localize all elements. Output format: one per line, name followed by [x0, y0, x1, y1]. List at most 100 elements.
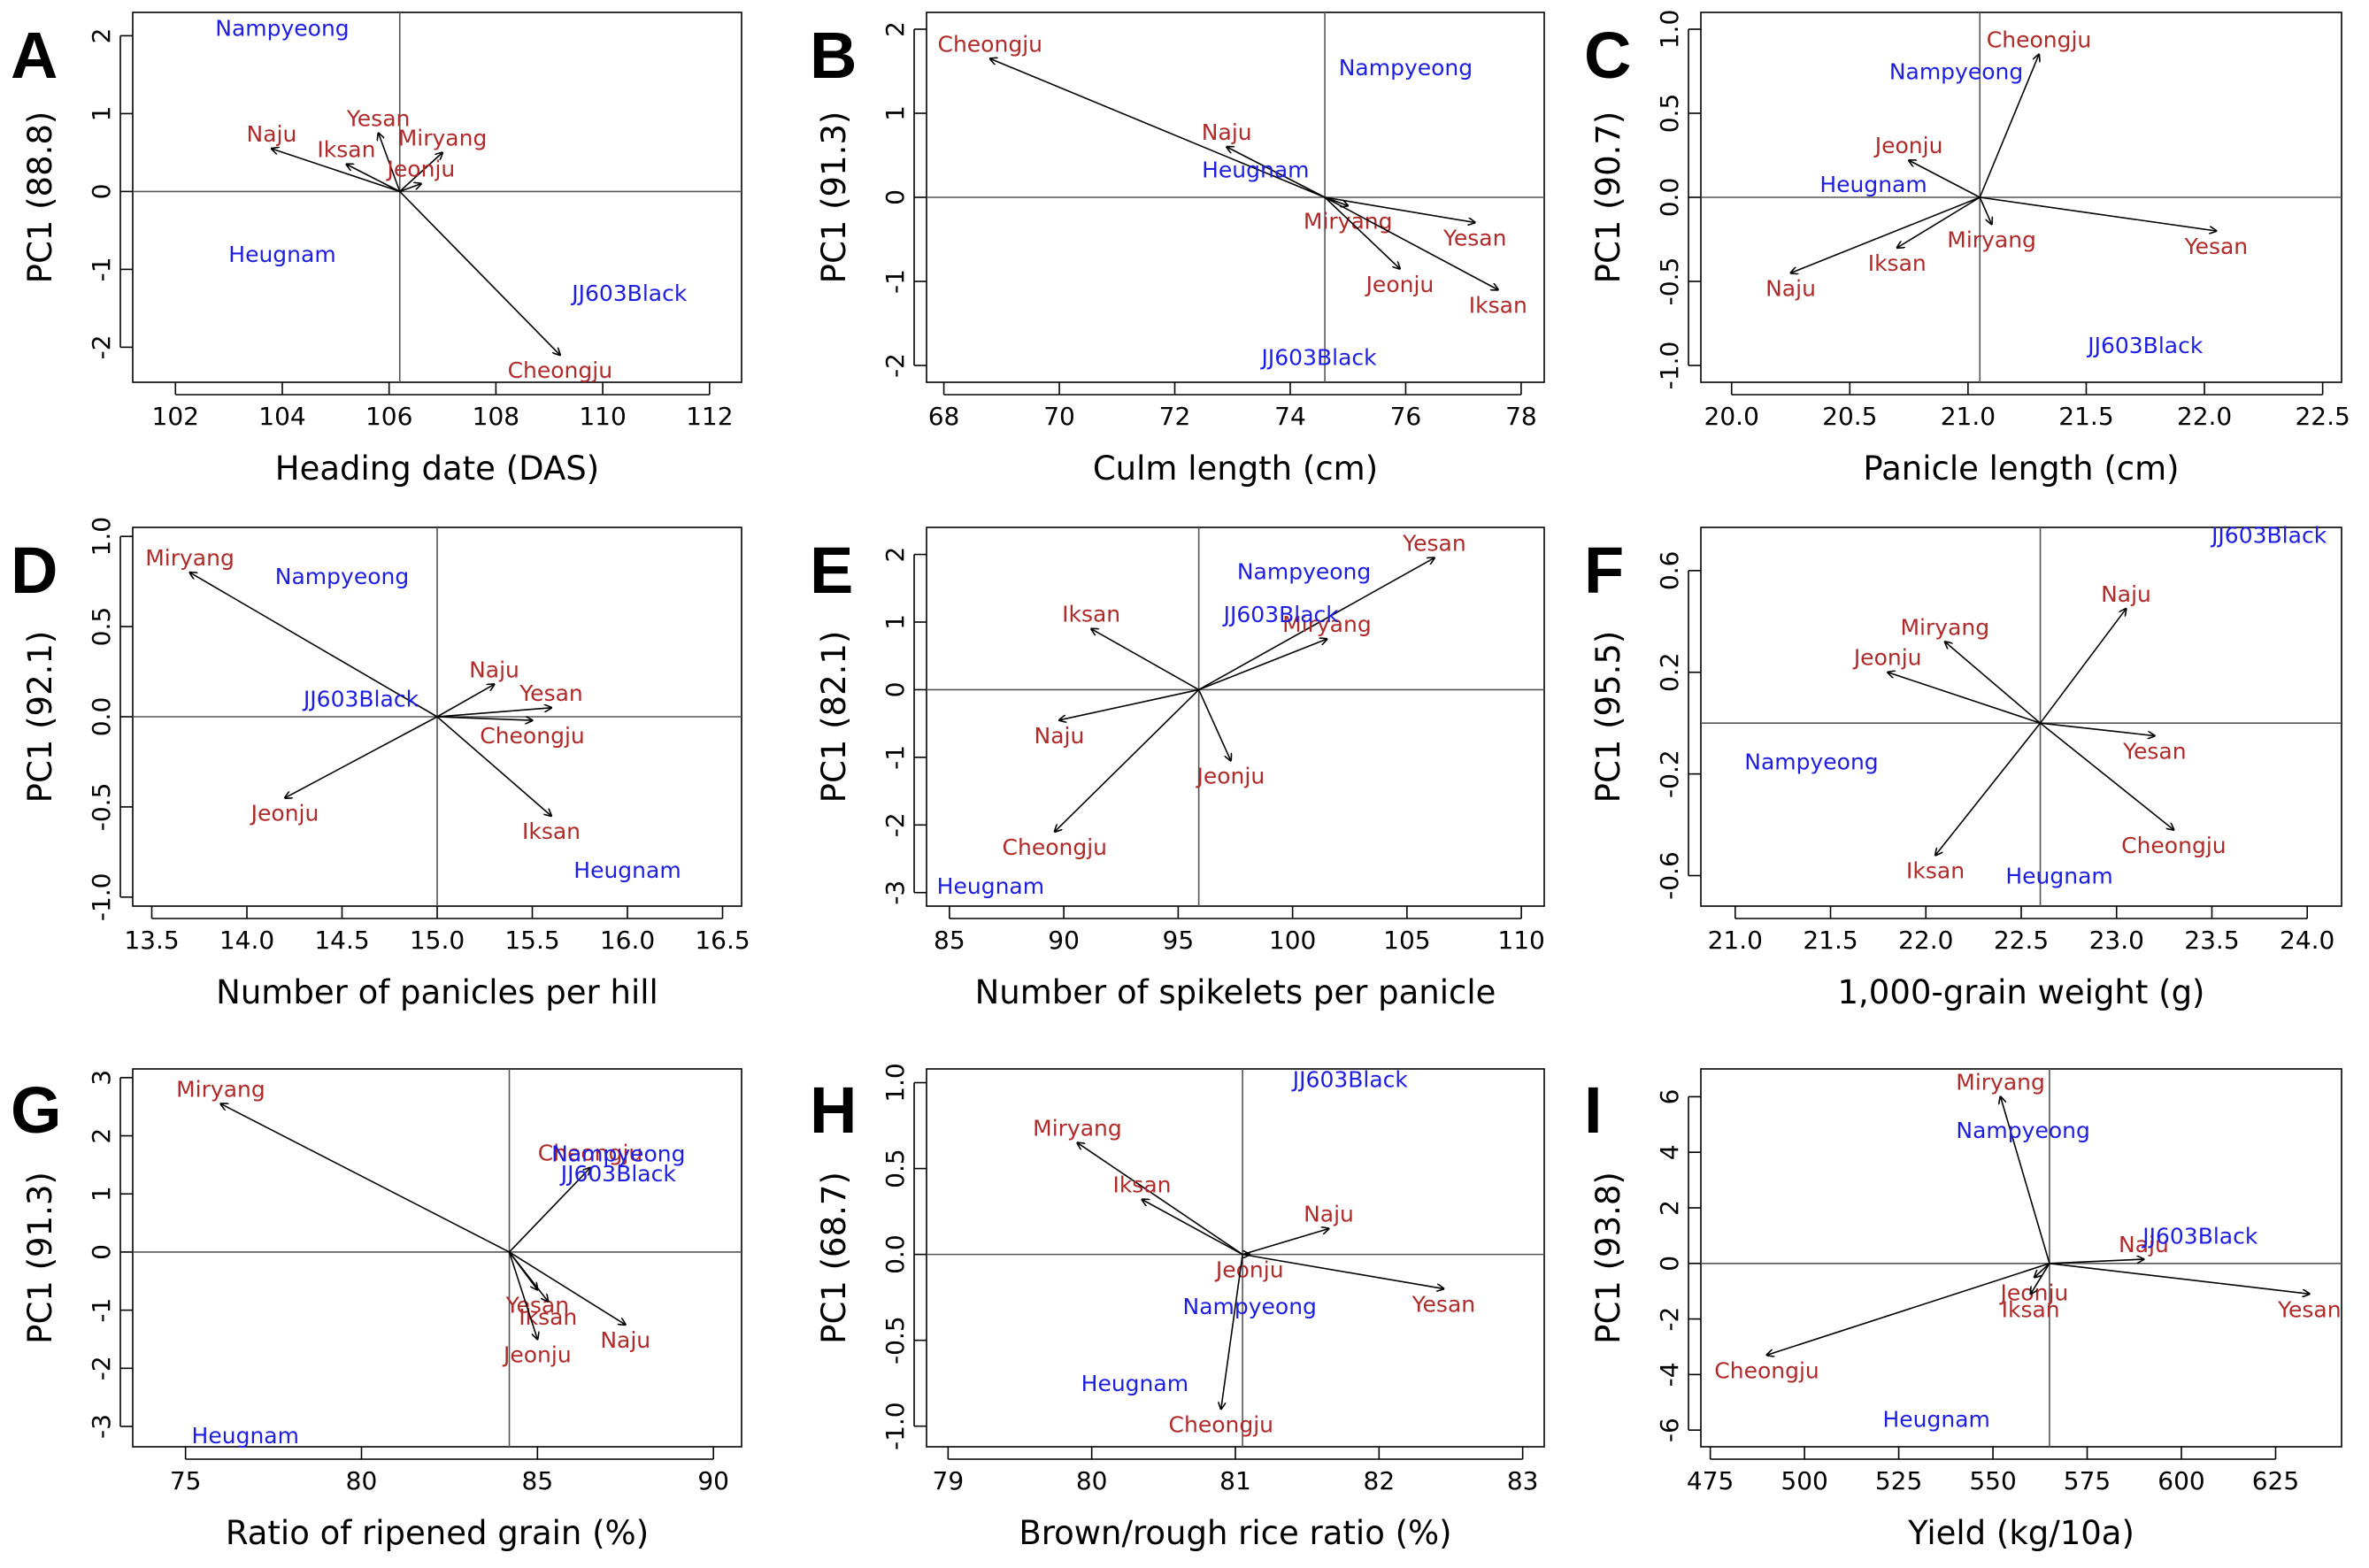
x-tick-label-f: 23.0 — [2089, 926, 2144, 955]
y-tick-label-g: -1 — [87, 1298, 116, 1323]
y-tick-label-d: 0.5 — [87, 607, 116, 647]
genotype-label-jj603black-b: JJ603Black — [1260, 345, 1378, 371]
vector-miryang-a — [399, 152, 442, 192]
x-tick-label-i: 625 — [2252, 1466, 2299, 1495]
vector-iksan-g — [508, 1251, 549, 1302]
genotype-label-jj603black-g: JJ603Black — [559, 1161, 677, 1187]
environment-label-naju-g: Naju — [600, 1327, 650, 1353]
vector-jeonju-g — [508, 1251, 538, 1340]
environment-label-iksan-a: Iksan — [317, 137, 375, 163]
x-tick-label-b: 70 — [1043, 402, 1075, 431]
vector-cheongju-f — [2040, 722, 2174, 830]
x-tick-label-b: 68 — [928, 402, 960, 431]
genotype-label-heugnam-e: Heugnam — [937, 873, 1044, 899]
x-tick-label-e: 95 — [1163, 926, 1195, 955]
x-tick-label-i: 500 — [1781, 1466, 1827, 1495]
y-tick-label-h: -0.5 — [881, 1316, 910, 1364]
vector-naju-g — [509, 1251, 626, 1325]
y-axis-title-b: PC1 (91.3) — [815, 111, 853, 284]
environment-label-cheongju-b: Cheongju — [938, 31, 1042, 57]
panel-letter-g: G — [11, 1073, 62, 1147]
panel-letter-b: B — [810, 19, 857, 92]
x-tick-label-d: 15.0 — [410, 926, 465, 955]
y-axis-title-h: PC1 (68.7) — [815, 1172, 853, 1344]
genotype-label-heugnam-d: Heugnam — [573, 857, 681, 883]
x-tick-label-h: 80 — [1076, 1466, 1108, 1495]
environment-label-miryang-i: Miryang — [1956, 1069, 2045, 1095]
y-tick-label-a: 0 — [87, 183, 116, 199]
x-tick-label-i: 550 — [1969, 1466, 2016, 1495]
x-tick-label-a: 112 — [686, 402, 733, 431]
x-tick-label-c: 21.5 — [2058, 402, 2113, 431]
vector-iksan-i — [2031, 1263, 2050, 1295]
y-tick-label-h: 1.0 — [881, 1063, 910, 1103]
environment-label-naju-f: Naju — [2101, 581, 2151, 607]
vector-miryang-g — [220, 1103, 510, 1253]
vector-cheongju-e — [1055, 688, 1200, 832]
vector-cheongju-a — [399, 190, 560, 355]
y-tick-label-h: 0.0 — [881, 1234, 910, 1274]
vector-iksan-b — [1324, 196, 1498, 290]
vector-iksan-e — [1091, 629, 1200, 691]
environment-label-miryang-a: Miryang — [398, 125, 488, 150]
environment-label-cheongju-g: Cheongju — [538, 1141, 642, 1166]
vector-cheongju-d — [436, 716, 533, 720]
vector-jeonju-a — [399, 184, 421, 193]
x-tick-label-f: 21.5 — [1803, 926, 1858, 955]
y-tick-label-i: -4 — [1655, 1362, 1684, 1387]
environment-label-naju-d: Naju — [469, 657, 519, 682]
x-tick-label-i: 475 — [1687, 1466, 1734, 1495]
vector-yesan-a — [379, 133, 401, 192]
vector-yesan-e — [1198, 557, 1434, 691]
x-tick-label-f: 23.5 — [2184, 926, 2239, 955]
x-tick-label-d: 16.5 — [695, 926, 750, 955]
vector-naju-c — [1791, 196, 1981, 273]
x-tick-label-e: 85 — [934, 926, 965, 955]
panel-letter-c: C — [1584, 19, 1631, 92]
vector-iksan-h — [1142, 1200, 1243, 1256]
environment-label-naju-b: Naju — [1202, 119, 1252, 145]
environment-label-jeonju-c: Jeonju — [1873, 133, 1943, 158]
x-tick-label-a: 104 — [258, 402, 305, 431]
y-tick-label-a: -2 — [87, 334, 116, 359]
y-tick-label-e: 2 — [881, 547, 910, 563]
environment-label-miryang-c: Miryang — [1947, 227, 2036, 252]
vector-iksan-c — [1897, 196, 1981, 248]
y-tick-label-g: 0 — [87, 1244, 116, 1260]
vector-naju-a — [272, 149, 401, 193]
genotype-label-heugnam-h: Heugnam — [1081, 1371, 1188, 1396]
x-tick-label-a: 106 — [365, 402, 412, 431]
environment-label-iksan-i: Iksan — [2002, 1296, 2060, 1322]
x-tick-label-f: 22.5 — [1994, 926, 2049, 955]
x-axis-title-f: 1,000-grain weight (g) — [1837, 973, 2204, 1011]
panel-letter-e: E — [810, 534, 853, 607]
genotype-label-nampyeong-b: Nampyeong — [1339, 55, 1473, 81]
x-tick-label-h: 82 — [1364, 1466, 1396, 1495]
y-axis-title-d: PC1 (92.1) — [21, 631, 59, 803]
panel-a: A 102 104 106 108 110 112 -2 -1 0 1 2 Heading date (… — [11, 12, 742, 488]
y-tick-label-g: 3 — [87, 1070, 116, 1086]
y-tick-label-c: 1.0 — [1655, 10, 1684, 50]
environment-label-miryang-f: Miryang — [1900, 614, 1989, 640]
environment-label-cheongju-c: Cheongju — [1987, 27, 2091, 53]
y-tick-label-a: -1 — [87, 257, 116, 281]
y-tick-label-i: -6 — [1655, 1418, 1684, 1442]
panel-e: E 85 90 95 100 105 110 -3 -2 -1 0 1 2 Number of spike… — [810, 527, 1545, 1011]
plot-frame-g — [132, 1068, 742, 1448]
panel-letter-a: A — [11, 19, 58, 92]
vector-miryang-c — [1979, 196, 1991, 224]
y-tick-label-e: -3 — [881, 880, 910, 905]
vector-jeonju-c — [1909, 160, 1981, 198]
y-tick-label-b: -1 — [881, 269, 910, 294]
plot-frame-i — [1700, 1068, 2342, 1448]
vector-naju-b — [1227, 147, 1326, 198]
environment-label-cheongju-d: Cheongju — [480, 723, 584, 749]
y-tick-label-b: 2 — [881, 21, 910, 37]
environment-label-miryang-b: Miryang — [1304, 209, 1393, 234]
y-tick-label-c: 0.5 — [1655, 94, 1684, 134]
y-tick-label-b: 1 — [881, 105, 910, 121]
environment-label-yesan-c: Yesan — [2184, 234, 2249, 259]
x-tick-label-c: 22.5 — [2295, 402, 2350, 431]
y-tick-label-f: 0.2 — [1655, 652, 1684, 692]
environment-label-iksan-b: Iksan — [1469, 293, 1527, 319]
